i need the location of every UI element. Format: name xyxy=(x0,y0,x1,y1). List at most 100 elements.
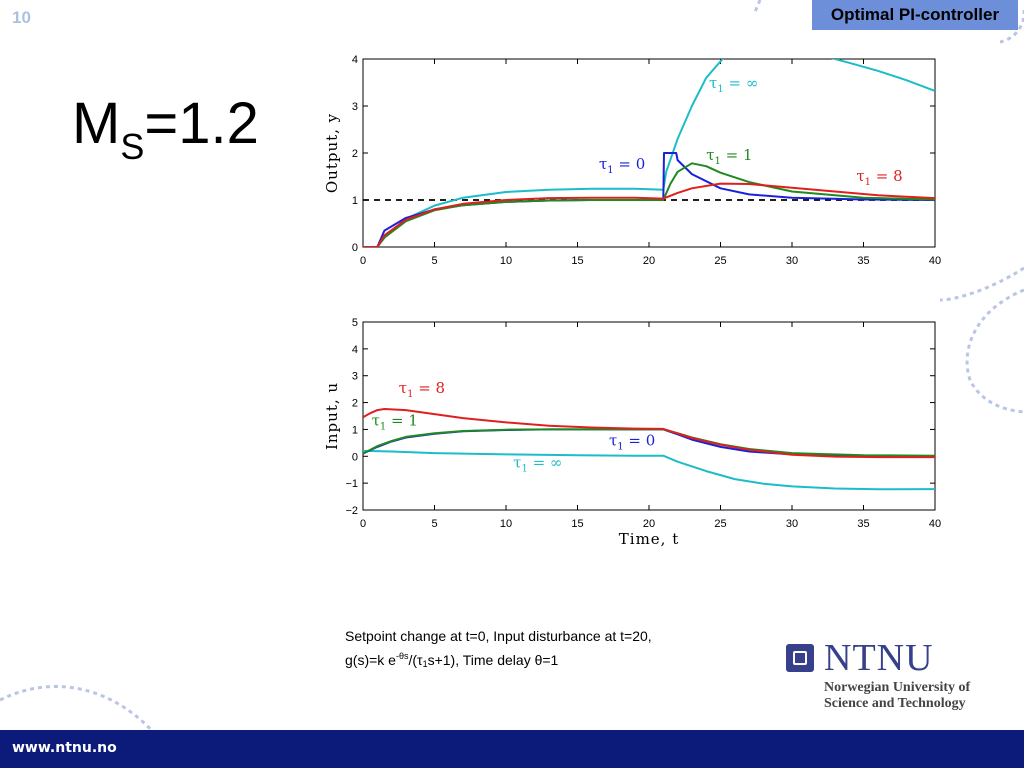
curve-label-tau: τ xyxy=(399,379,407,397)
caption-l2-a: g(s)=k e xyxy=(345,652,396,668)
y-tick-label: 0 xyxy=(352,242,358,254)
y-tick-label: 5 xyxy=(352,317,358,329)
x-tick-label: 25 xyxy=(714,518,726,530)
x-tick-label: 15 xyxy=(571,255,583,267)
caption-l2-sup: -θs xyxy=(395,651,409,661)
y-tick-label: 3 xyxy=(352,101,358,113)
curve-label-sub: 1 xyxy=(407,389,413,400)
curve-label-sub: 1 xyxy=(865,177,871,188)
y-axis-label: Output, y xyxy=(323,113,341,193)
series-line-red xyxy=(363,182,935,247)
series-line-cyan xyxy=(831,59,935,92)
y-tick-label: 3 xyxy=(352,371,358,383)
x-tick-label: 30 xyxy=(786,518,798,530)
series-line-red xyxy=(363,408,935,459)
curve-label-cyan: τ1 = ∞ xyxy=(513,454,562,475)
x-tick-label: 0 xyxy=(360,518,366,530)
title-main: M xyxy=(72,91,121,156)
curve-label-sub: 1 xyxy=(380,421,386,432)
y-tick-label: 0 xyxy=(352,451,358,463)
slide-title: MS=1.2 xyxy=(72,90,259,167)
header-tag: Optimal PI-controller xyxy=(812,0,1018,30)
curve-label-blue: τ1 = 0 xyxy=(599,155,645,176)
y-tick-label: 1 xyxy=(352,424,358,436)
footer-bar: www.ntnu.no xyxy=(0,730,1024,768)
logo-line-2: Science and Technology xyxy=(824,696,966,711)
curve-label-value: = 8 xyxy=(413,379,445,397)
curve-label-sub: 1 xyxy=(715,156,721,167)
caption-line-1: Setpoint change at t=0, Input disturbanc… xyxy=(345,628,652,644)
curve-label-red: τ1 = 8 xyxy=(399,379,445,400)
curve-label-tau: τ xyxy=(856,167,864,185)
y-tick-label: −1 xyxy=(345,478,358,490)
footer-url[interactable]: www.ntnu.no xyxy=(12,740,117,756)
x-tick-label: 35 xyxy=(857,518,869,530)
y-tick-label: 1 xyxy=(352,195,358,207)
x-tick-label: 30 xyxy=(786,255,798,267)
y-tick-label: 2 xyxy=(352,148,358,160)
input-chart: 0 5 10 15 20 25 30 35 40 −2 −1 0 1 2 3 4 5 Input, u Time, … xyxy=(323,317,941,548)
curve-label-value: = 0 xyxy=(624,432,656,450)
curve-label-value: = 1 xyxy=(386,411,418,429)
curve-label-value: = 0 xyxy=(614,155,646,173)
x-tick-label: 15 xyxy=(571,518,583,530)
curve-label-sub: 1 xyxy=(607,165,613,176)
curve-label-tau: τ xyxy=(513,454,521,472)
curve-label-sub: 1 xyxy=(521,464,527,475)
slide-number: 10 xyxy=(12,8,31,27)
y-axis-label: Input, u xyxy=(323,382,341,450)
curve-label-tau: τ xyxy=(372,411,380,429)
title-rest: =1.2 xyxy=(144,91,259,156)
x-tick-label: 40 xyxy=(929,255,941,267)
x-tick-label: 40 xyxy=(929,518,941,530)
x-tick-label: 0 xyxy=(360,255,366,267)
ntnu-logo: NTNU Norwegian University of Science and… xyxy=(786,637,1006,720)
caption-line-2: g(s)=k e-θs/(τ1s+1), Time delay θ=1 xyxy=(345,646,652,674)
x-tick-label: 10 xyxy=(500,518,512,530)
x-axis-label: Time, t xyxy=(619,530,679,548)
logo-line-1: Norwegian University of xyxy=(824,680,971,695)
curve-label-tau: τ xyxy=(706,146,714,164)
curve-label-red: τ1 = 8 xyxy=(856,167,902,188)
ntnu-logo-icon xyxy=(786,644,814,672)
deco-arc-right xyxy=(939,266,1024,302)
axes-frame xyxy=(362,58,936,248)
curve-label-cyan: τ1 = ∞ xyxy=(709,74,758,95)
curve-label-green: τ1 = 1 xyxy=(706,146,752,167)
x-tick-label: 20 xyxy=(643,255,655,267)
caption-l2-c: s+1), Time delay θ=1 xyxy=(427,652,559,668)
series-line-green xyxy=(363,162,935,247)
x-tick-label: 5 xyxy=(431,255,437,267)
caption-l2-sub: 1 xyxy=(422,659,428,669)
curve-label-value: = 1 xyxy=(721,146,753,164)
title-subscript: S xyxy=(120,126,145,167)
y-tick-label: −2 xyxy=(345,505,358,517)
y-tick-label: 4 xyxy=(352,344,358,356)
x-tick-label: 20 xyxy=(643,518,655,530)
plot-area xyxy=(363,408,935,491)
deco-arc-top-mid xyxy=(753,0,762,13)
curve-label-value: = ∞ xyxy=(528,454,563,472)
deco-arc-bottom-left xyxy=(0,685,177,761)
curve-label-value: = 8 xyxy=(871,167,903,185)
curve-label-blue: τ1 = 0 xyxy=(609,432,655,453)
curve-label-tau: τ xyxy=(709,74,717,92)
logo-name: NTNU xyxy=(824,637,934,679)
curve-label-tau: τ xyxy=(599,155,607,173)
curve-label-green: τ1 = 1 xyxy=(372,411,418,432)
series-line-cyan xyxy=(363,449,935,491)
curve-label-value: = ∞ xyxy=(724,74,759,92)
y-tick-label: 4 xyxy=(352,54,358,66)
x-tick-label: 5 xyxy=(431,518,437,530)
figure-caption: Setpoint change at t=0, Input disturbanc… xyxy=(345,626,652,674)
x-tick-label: 35 xyxy=(857,255,869,267)
curve-label-sub: 1 xyxy=(617,442,623,453)
curve-label-sub: 1 xyxy=(717,84,723,95)
caption-l2-b: /(τ xyxy=(408,652,423,668)
plot-area xyxy=(363,59,935,247)
x-tick-label: 25 xyxy=(714,255,726,267)
y-tick-label: 2 xyxy=(352,398,358,410)
